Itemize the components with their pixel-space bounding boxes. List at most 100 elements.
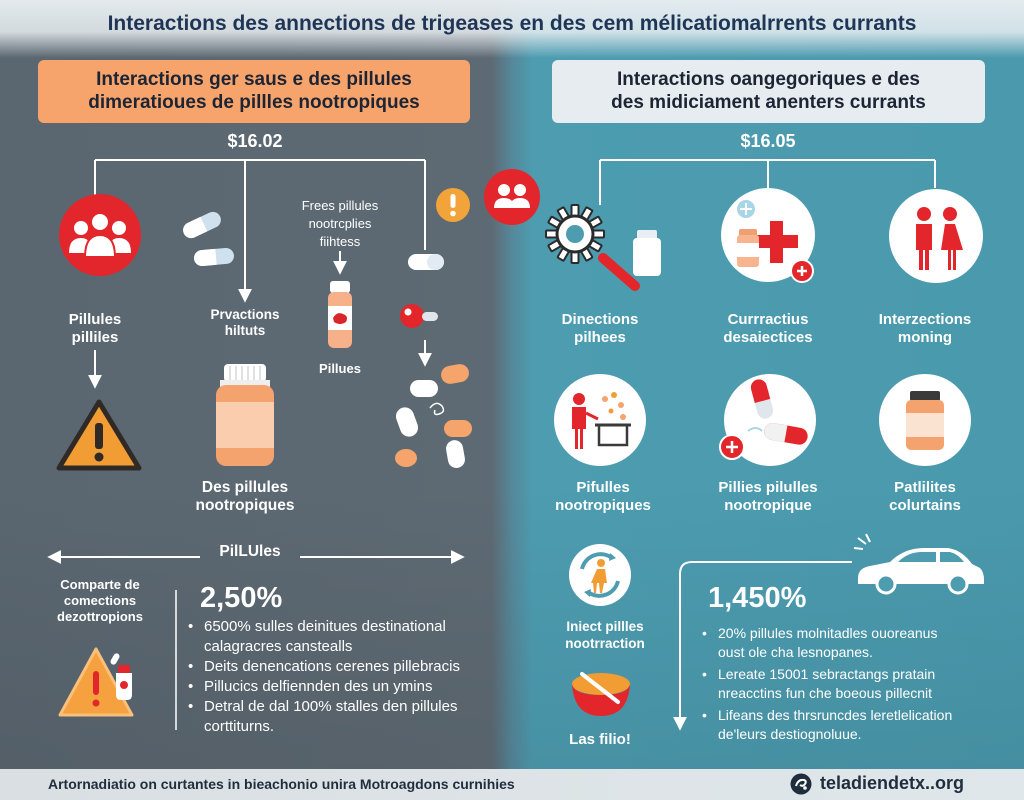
right-header-box: Interactions oangegoriques e des des mid… — [552, 60, 985, 123]
label-line: nootropiques — [195, 497, 295, 514]
left-bullet-list: 6500% sulles deinitues destinational cal… — [186, 617, 491, 737]
right-row2-label-1: Pifulles nootropiques — [523, 479, 683, 515]
right-top-label-3: Interzections moning — [845, 311, 1005, 347]
label-line: Des pillules — [201, 479, 289, 496]
bullet-line: Pillucics delfiennden des un ymins — [204, 678, 433, 695]
site-logo-icon — [790, 773, 812, 795]
right-price: $16.05 — [740, 131, 796, 151]
people-group-icon — [59, 194, 141, 276]
car-icon — [853, 533, 984, 595]
label-line: Dinections — [561, 311, 639, 328]
capsules-icon — [183, 211, 234, 267]
pill-cluster-icon — [395, 364, 472, 469]
label-line: Pillules — [68, 311, 122, 328]
bowl-icon — [572, 672, 630, 716]
left-header-box: Interactions ger saus e des pillules dim… — [38, 60, 470, 123]
right-top-label-1: Dinections pilhees — [520, 311, 680, 347]
bullet-item: 6500% sulles deinitues destinational cal… — [186, 617, 491, 657]
label-line: pilhees — [574, 329, 626, 346]
right-row2-label-3: Patlilites colurtains — [845, 479, 1005, 515]
footer-source-text: Artornadiatio on curtantes in bieachonio… — [48, 776, 515, 792]
label-line: desaiectices — [723, 329, 813, 346]
label-line: colurtains — [889, 497, 961, 514]
label-line: nootropiques — [555, 497, 651, 514]
label-line: Patlilites — [894, 479, 956, 496]
left-price: $16.02 — [227, 131, 283, 151]
label-line: Interzections — [878, 311, 972, 328]
red-people-circle-icon — [484, 169, 540, 225]
label-line: dezottropions — [57, 609, 143, 624]
caption-line: fiihtess — [319, 234, 361, 249]
label-line: Prvactions — [210, 307, 280, 322]
bullet-item: Lifeans des thrsruncdes leretlelication … — [700, 706, 1010, 743]
right-bowl-label: Las filio! — [569, 731, 631, 748]
bottle-circle-icon — [879, 374, 971, 466]
bullet-line: corttiturns. — [204, 718, 275, 735]
left-bottle-label: Des pillules nootropiques — [165, 479, 325, 515]
label-line: Pifulles — [576, 479, 630, 496]
label-line: nootropique — [724, 497, 812, 514]
label-line: hiltuts — [224, 323, 266, 338]
label-line: Comparte de — [60, 577, 140, 592]
label-line: Pillies pilulles — [718, 479, 818, 496]
bullet-line: Deits denencations cerenes pillebracis — [204, 658, 460, 675]
bullet-item: Lereate 15001 sebractangs pratain nreacc… — [700, 665, 1010, 702]
bullet-line: Lereate 15001 sebractangs pratain — [718, 666, 936, 682]
capsules-plus-icon — [719, 374, 816, 466]
label-line: pilliles — [71, 329, 119, 346]
warning-circle-icon — [436, 188, 470, 222]
right-car-arrow — [673, 561, 852, 731]
label-line: Currractius — [727, 311, 809, 328]
right-bullet-list: 20% pillules molnitadles ouoreanus oust … — [700, 624, 1010, 743]
bullet-line: de'leurs destiognoluue. — [718, 725, 862, 742]
warning-pills-icon — [58, 647, 134, 717]
bullet-line: Detral de dal 100% stalles den pillules — [204, 698, 458, 715]
person-sink-icon — [554, 374, 646, 466]
bullet-line: nreacctins fun che boeous pillecnit — [718, 684, 933, 701]
red-ball-pill-icon — [400, 304, 438, 328]
cycle-person-icon — [569, 544, 631, 606]
left-divider-label: PilLUles — [219, 543, 281, 560]
capsule-white-icon — [408, 254, 444, 270]
bullet-item: Pillucics delfiennden des un ymins — [186, 677, 491, 697]
bullet-item: 20% pillules molnitadles ouoreanus oust … — [700, 624, 1010, 661]
footer-bar — [0, 769, 1024, 800]
label-line: Iniect pillles — [566, 619, 644, 634]
page-title: Interactions des annections de trigeases… — [107, 12, 917, 35]
cross-circle-icon — [721, 188, 815, 283]
couple-icon — [889, 189, 983, 283]
bullet-line: calagracres canstealls — [204, 638, 353, 655]
left-branch-c-label: Pillues — [319, 361, 361, 376]
label-line: moning — [897, 329, 953, 346]
bullet-line: oust ole cha lesnopanes. — [718, 643, 873, 660]
right-row2-label-2: Pillies pilulles nootropique — [688, 479, 848, 515]
bullet-item: Deits denencations cerenes pillebracis — [186, 657, 491, 677]
left-branch-b-label: Prvactions hiltuts — [165, 307, 325, 339]
sun-thermometer-icon — [545, 204, 661, 291]
left-compare-label: Comparte de comections dezottropions — [20, 577, 180, 625]
warning-triangle-icon — [56, 399, 142, 471]
bullet-line: 6500% sulles deinitues destinational — [204, 618, 446, 635]
vial-icon — [328, 281, 352, 348]
right-top-label-2: Currractius desaiectices — [688, 311, 848, 347]
label-line: comections — [63, 593, 137, 608]
footer-site-url: teladiendetx..org — [820, 773, 965, 793]
right-header-line: Interactions oangegoriques e des — [616, 69, 921, 90]
caption-line: Frees pillules — [301, 198, 379, 213]
left-branch-c-caption: Frees pillules nootrcplies fiihtess — [260, 197, 420, 251]
bullet-item: Detral de dal 100% stalles den pillules … — [186, 697, 491, 737]
left-branch-a-label: Pillules pilliles — [15, 311, 175, 347]
caption-line: nootrcplies — [308, 216, 372, 231]
pill-bottle-icon — [216, 364, 274, 466]
left-stat: 2,50% — [200, 582, 283, 614]
label-line: nootrraction — [565, 636, 645, 651]
bullet-line: 20% pillules molnitadles ouoreanus — [718, 625, 938, 641]
title-band — [0, 0, 1024, 58]
left-header-line: dimeratioues de pillles nootropiques — [88, 92, 420, 113]
left-header-line: Interactions ger saus e des pillules — [96, 69, 412, 90]
right-header-line: des midiciament anenters currants — [611, 92, 926, 113]
bullet-line: Lifeans des thrsruncdes leretlelication — [718, 707, 953, 723]
right-stat: 1,450% — [708, 582, 807, 614]
